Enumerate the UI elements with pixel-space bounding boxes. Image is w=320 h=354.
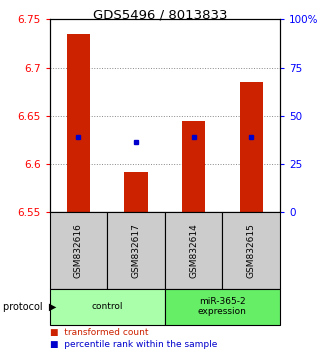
- Text: GSM832617: GSM832617: [132, 223, 140, 278]
- Bar: [165, 212, 222, 289]
- Text: ■  transformed count: ■ transformed count: [50, 328, 148, 337]
- Text: control: control: [92, 302, 123, 311]
- Text: protocol  ▶: protocol ▶: [3, 302, 57, 312]
- Text: GSM832615: GSM832615: [247, 223, 256, 278]
- Text: GDS5496 / 8013833: GDS5496 / 8013833: [93, 9, 227, 22]
- Text: GSM832614: GSM832614: [189, 223, 198, 278]
- Bar: [124, 172, 148, 212]
- Bar: [165, 289, 280, 325]
- Text: miR-365-2
expression: miR-365-2 expression: [198, 297, 247, 316]
- Bar: [50, 289, 165, 325]
- Bar: [240, 82, 263, 212]
- Bar: [182, 121, 205, 212]
- Text: ■  percentile rank within the sample: ■ percentile rank within the sample: [50, 339, 217, 349]
- Text: GSM832616: GSM832616: [74, 223, 83, 278]
- Bar: [67, 34, 90, 212]
- Bar: [50, 212, 107, 289]
- Bar: [222, 212, 280, 289]
- Bar: [107, 212, 165, 289]
